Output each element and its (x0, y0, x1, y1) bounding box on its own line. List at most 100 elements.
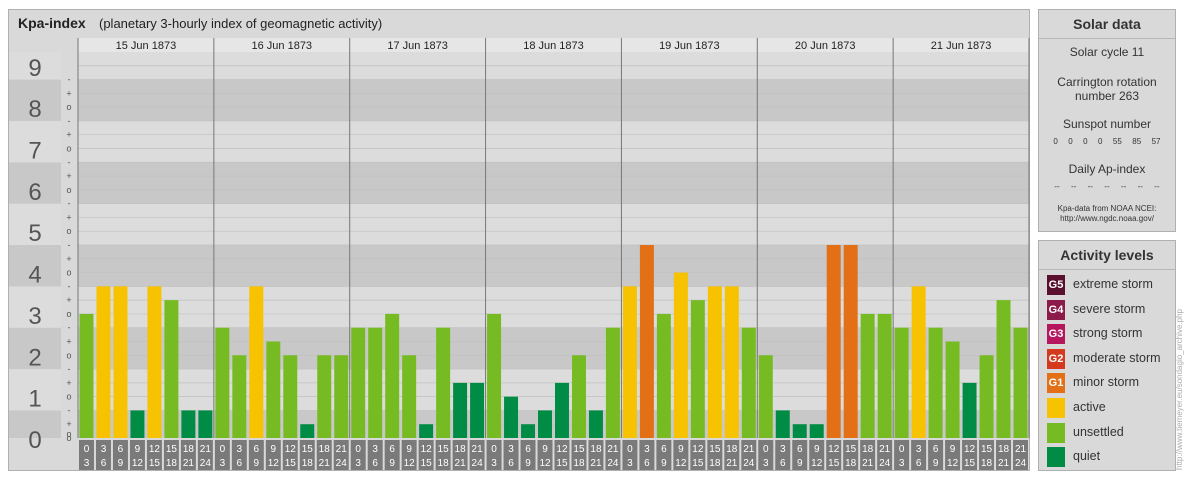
watermark: http://www.tiemeyer.eu/sondagio_archive.… (1175, 309, 1184, 470)
time-label: 9 (678, 444, 684, 455)
legend-swatch: G3 (1047, 324, 1065, 345)
kp-bar (690, 300, 705, 438)
time-label: 18 (302, 458, 314, 469)
time-label: 24 (336, 458, 348, 469)
ap-label: Daily Ap-index (1068, 162, 1146, 176)
time-label: 18 (455, 444, 467, 455)
time-label: 21 (743, 444, 755, 455)
time-label: 21 (862, 458, 874, 469)
minor-tick-label: - (68, 75, 71, 85)
time-label: 12 (828, 444, 840, 455)
time-label: 15 (285, 458, 297, 469)
time-box (79, 440, 94, 470)
kp-bar (453, 382, 468, 438)
time-label: 18 (981, 458, 993, 469)
time-box (384, 440, 400, 470)
y-band (78, 120, 1029, 163)
sunspot-value: 85 (1132, 137, 1142, 146)
time-label: 6 (933, 444, 939, 455)
y-band (78, 162, 1029, 204)
kpa-bar-chart: o+-o+-o+-o+-o+-o+-o+-o+-o+-o012345678915… (9, 38, 1030, 470)
time-box (469, 440, 485, 470)
day-label: 21 Jun 1873 (931, 40, 992, 52)
kpa-chart-panel: Kpa-index (planetary 3-hourly index of g… (8, 9, 1030, 471)
y-axis-label: 0 (28, 427, 41, 454)
time-label: 9 (135, 444, 141, 455)
time-label: 0 (627, 444, 633, 455)
time-label: 12 (556, 444, 568, 455)
legend-label: moderate storm (1073, 350, 1161, 365)
legend-swatch (1047, 422, 1065, 443)
time-label: 12 (692, 444, 704, 455)
minor-tick-label: o (66, 268, 71, 278)
time-label: 9 (933, 458, 939, 469)
time-label: 15 (828, 458, 840, 469)
time-box (996, 440, 1012, 470)
kp-bar (317, 355, 332, 438)
minor-tick-label: o (66, 143, 71, 153)
solar-cycle: Solar cycle 11 (1069, 45, 1145, 59)
time-label: 6 (389, 444, 395, 455)
time-box (945, 440, 961, 470)
kp-bar (470, 382, 485, 438)
y-band-label (9, 327, 61, 370)
time-box (911, 440, 927, 470)
time-box (316, 440, 332, 470)
time-label: 15 (845, 444, 857, 455)
time-box (282, 440, 298, 470)
time-box (520, 440, 536, 470)
time-label: 3 (627, 458, 633, 469)
y-band-label (9, 52, 61, 80)
time-box (775, 440, 791, 470)
ap-value: -- (1154, 182, 1160, 191)
time-label: 6 (525, 444, 531, 455)
time-label: 3 (899, 458, 905, 469)
sunspot-values: 0 0 0 0 55 85 57 (1039, 137, 1175, 146)
time-label: 3 (220, 458, 226, 469)
time-label: 24 (1015, 458, 1027, 469)
kp-bar (622, 286, 637, 438)
time-label: 9 (797, 458, 803, 469)
minor-tick-label: o (66, 429, 71, 439)
y-axis-label: 8 (28, 96, 41, 123)
time-label: 24 (472, 458, 484, 469)
day-label: 17 Jun 1873 (387, 40, 448, 52)
legend-swatch (1047, 447, 1065, 468)
sunspot-value: 0 (1053, 137, 1058, 146)
time-box (707, 440, 723, 470)
y-band-label (9, 203, 61, 245)
minor-tick-label: o (66, 309, 71, 319)
time-box (214, 440, 230, 470)
time-label: 18 (590, 444, 602, 455)
time-label: 15 (573, 444, 585, 455)
tick-column (61, 38, 78, 438)
time-label: 3 (84, 458, 90, 469)
time-label: 0 (220, 444, 226, 455)
time-label: 15 (556, 458, 568, 469)
time-label: 12 (964, 444, 976, 455)
time-label: 9 (542, 444, 548, 455)
y-axis-label: 1 (28, 386, 41, 413)
time-label: 15 (421, 458, 433, 469)
time-box (112, 440, 128, 470)
ap-value: -- (1054, 182, 1060, 191)
time-label: 12 (149, 444, 161, 455)
minor-tick-label: - (68, 405, 71, 415)
time-label: 21 (726, 458, 738, 469)
y-axis-label: 3 (28, 303, 41, 330)
y-band-label (9, 79, 61, 121)
minor-tick-label: + (66, 378, 71, 388)
kp-bar (385, 313, 400, 438)
kp-bar (113, 286, 128, 438)
kp-bar (996, 300, 1011, 438)
legend-label: active (1073, 400, 1106, 414)
minor-tick-label: - (68, 281, 71, 291)
time-label: 0 (355, 444, 361, 455)
minor-tick-label: + (66, 212, 71, 222)
time-label: 6 (797, 444, 803, 455)
time-box (503, 440, 519, 470)
time-label: 18 (998, 444, 1010, 455)
time-label: 21 (879, 444, 891, 455)
time-label: 6 (237, 458, 243, 469)
time-box (180, 440, 196, 470)
